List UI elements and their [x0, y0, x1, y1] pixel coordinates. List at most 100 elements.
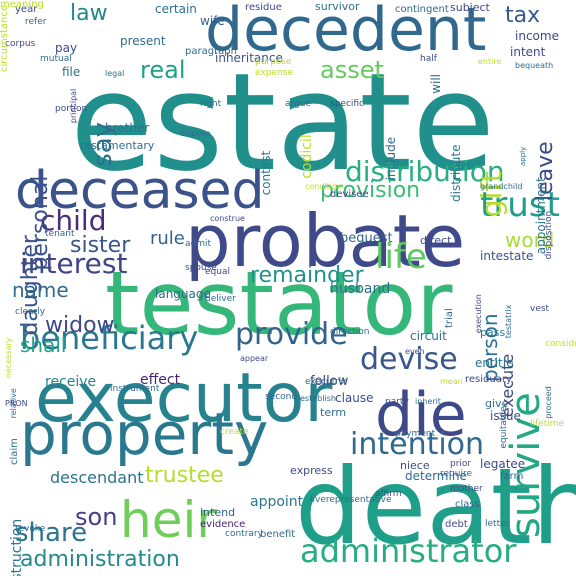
- word-cloud-word: issue: [490, 409, 521, 423]
- word-cloud-word: distribution: [345, 155, 505, 188]
- word-cloud-word: farm: [500, 471, 524, 482]
- word-cloud-word: follow: [310, 374, 349, 389]
- word-cloud-word: PRON: [5, 399, 28, 408]
- word-cloud-word: direct: [420, 234, 452, 247]
- word-cloud-word: intention: [350, 427, 485, 462]
- word-cloud-word: trust: [480, 185, 560, 225]
- word-cloud-word: contrary: [225, 529, 263, 539]
- word-cloud-word: give: [485, 397, 509, 410]
- word-cloud-word: share: [15, 518, 88, 548]
- word-cloud-word: law: [70, 1, 108, 26]
- word-cloud-word: legal: [105, 69, 125, 78]
- word-cloud-word: property: [20, 400, 269, 468]
- word-cloud-word: testator: [105, 252, 453, 355]
- word-cloud-word: corpus: [5, 39, 36, 49]
- word-cloud-word: widow: [45, 313, 115, 338]
- word-cloud-word: establish: [300, 394, 336, 403]
- word-cloud-word: subject: [450, 1, 490, 14]
- word-cloud-word: will: [429, 73, 443, 94]
- word-cloud-word: disposition: [544, 210, 554, 260]
- word-cloud-word: niece: [400, 459, 430, 472]
- word-cloud-word: payment: [395, 429, 436, 439]
- word-cloud-word: heir: [120, 491, 217, 549]
- word-cloud-word: testatrix: [504, 304, 513, 339]
- word-cloud-word: party: [385, 397, 409, 407]
- word-cloud-word: brother: [105, 121, 150, 135]
- word-cloud-word: present: [120, 34, 166, 48]
- word-cloud-word: person: [478, 313, 502, 382]
- word-cloud-word: descendant: [50, 468, 144, 487]
- word-cloud-word: pay: [55, 41, 78, 55]
- word-cloud-word: word: [505, 228, 555, 252]
- word-cloud-word: estate: [70, 44, 496, 201]
- word-cloud-word: shall: [20, 333, 67, 357]
- word-cloud-word: purpose: [255, 57, 292, 67]
- word-cloud-word: bequeath: [515, 61, 554, 70]
- word-cloud-word: name: [12, 278, 69, 302]
- word-cloud-word: rule: [150, 228, 185, 249]
- word-cloud-word: provide: [235, 317, 348, 352]
- word-cloud-word: asset: [320, 56, 384, 84]
- word-cloud-word: condition: [305, 182, 342, 191]
- word-cloud-word: die: [375, 380, 467, 450]
- word-cloud-word: grandchild: [480, 182, 523, 191]
- word-cloud-word: spouse: [185, 263, 217, 273]
- word-cloud-word: contingent: [395, 4, 449, 15]
- word-cloud-word: benefit: [260, 529, 296, 540]
- word-cloud-word: express: [290, 464, 333, 477]
- word-cloud-word: term: [320, 406, 347, 419]
- word-cloud-word: create: [220, 427, 249, 437]
- word-cloud-word: child: [40, 204, 107, 237]
- word-cloud-word: determine: [405, 469, 467, 483]
- word-cloud-word: deliver: [205, 294, 236, 304]
- word-cloud-word: claim: [9, 438, 20, 465]
- word-cloud-word: income: [515, 29, 559, 43]
- word-cloud-word: right: [200, 99, 222, 109]
- word-cloud-word: testamentary: [80, 139, 155, 152]
- word-cloud-word: construe: [210, 214, 245, 223]
- word-cloud-word: specific: [330, 99, 365, 109]
- word-cloud-word: file: [62, 65, 81, 79]
- word-cloud-word: mother: [450, 484, 483, 494]
- word-cloud-word: remainder: [250, 263, 364, 288]
- word-cloud-word: intend: [200, 506, 236, 519]
- word-cloud-word: necessary: [4, 337, 13, 379]
- word-cloud-word: liverepresentative: [310, 495, 392, 505]
- word-cloud-word: beneficiary: [20, 319, 199, 357]
- word-cloud-word: deceased: [15, 161, 265, 221]
- word-cloud-word: circumstance: [0, 5, 10, 72]
- word-cloud-word: lifetime: [530, 419, 565, 429]
- word-cloud-word: gift: [475, 171, 508, 218]
- word-cloud-word: survivor: [315, 0, 360, 13]
- word-cloud-word: certain: [155, 2, 197, 16]
- word-cloud-word: appoint: [250, 494, 304, 510]
- word-cloud-word: admit: [185, 239, 212, 249]
- word-cloud-word: expense: [255, 68, 293, 78]
- word-cloud-word: residuary: [465, 374, 512, 385]
- word-cloud-word: bequest: [340, 231, 393, 246]
- word-cloud-word: consider: [545, 339, 576, 349]
- word-cloud-word: affirm: [375, 489, 402, 499]
- word-cloud-word: wife: [200, 14, 225, 28]
- word-cloud-word: sister: [70, 233, 131, 258]
- word-cloud-word: death: [295, 446, 576, 568]
- word-cloud-word: instrument: [110, 384, 160, 394]
- word-cloud-word: devise: [360, 342, 458, 377]
- word-cloud-word: decedent: [205, 0, 487, 65]
- word-cloud-word: receive: [45, 374, 97, 390]
- word-cloud-word: proceed: [544, 386, 553, 419]
- word-cloud-word: class: [455, 499, 480, 510]
- word-cloud-word: inheritance: [215, 51, 283, 65]
- word-cloud-word: even: [405, 347, 425, 356]
- word-cloud-word: appear: [240, 354, 269, 363]
- word-cloud-word: meaning: [0, 0, 44, 10]
- word-cloud-word: trustee: [145, 463, 224, 488]
- word-cloud-word: contest: [259, 150, 273, 196]
- word-cloud-word: include: [384, 136, 398, 181]
- word-cloud-word: apply: [519, 146, 527, 166]
- word-cloud-word: letter: [485, 519, 510, 529]
- word-cloud-word: half: [420, 54, 437, 64]
- word-cloud-word: portion: [55, 104, 88, 114]
- word-cloud-word: entire: [478, 57, 502, 66]
